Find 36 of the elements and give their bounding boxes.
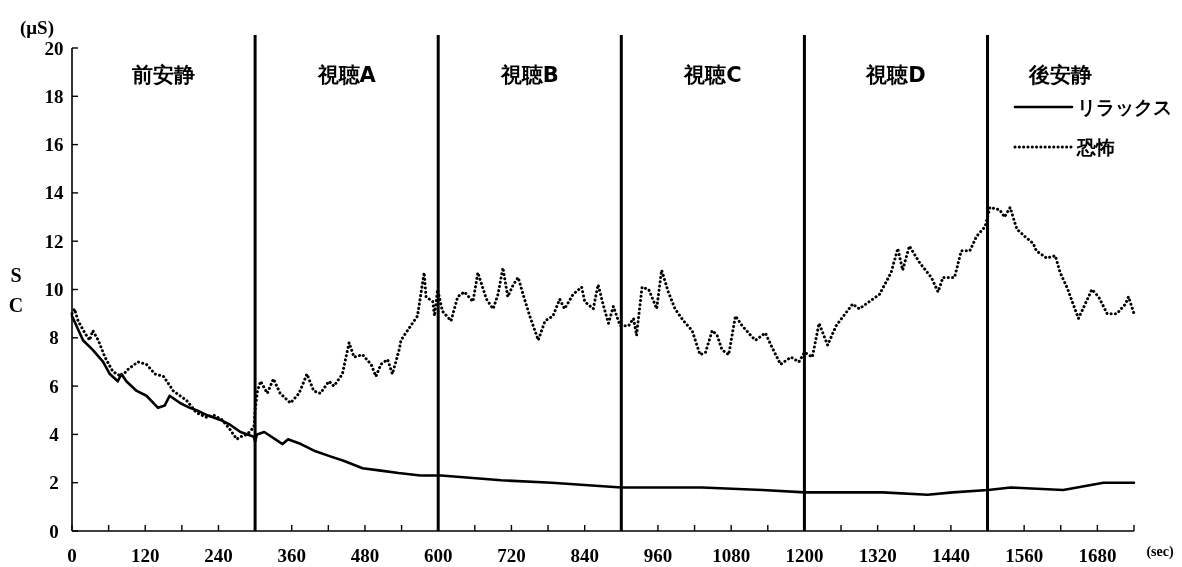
x-tick-label: 240 — [204, 544, 233, 566]
x-tick-label: 1680 — [1078, 544, 1117, 566]
x-tick-label: 600 — [423, 544, 453, 566]
x-tick-label: 1560 — [1005, 544, 1044, 566]
x-tick-label: 840 — [570, 544, 599, 566]
legend-label: 恐怖 — [1076, 136, 1115, 158]
x-tick-label: 1080 — [712, 544, 751, 566]
x-tick-label: 1200 — [785, 544, 824, 566]
y-tick-label: 4 — [49, 423, 60, 445]
x-tick-label: 480 — [350, 544, 380, 566]
y-tick-label: 18 — [44, 85, 64, 107]
y-tick-label: 6 — [49, 375, 59, 397]
y-tick-label: 10 — [44, 279, 64, 300]
y-tick-label: 16 — [44, 134, 64, 156]
annotation: 視聴A — [316, 63, 377, 87]
annotation: 後安静 — [1028, 63, 1093, 87]
x-tick-label: 360 — [277, 544, 306, 566]
x-axis-title: (sec) — [1146, 543, 1174, 560]
x-tick-label: 120 — [130, 544, 160, 566]
annotation: 前安静 — [131, 63, 196, 87]
legend-label: リラックス — [1077, 96, 1172, 118]
y-tick-label: 0 — [49, 520, 59, 542]
y-tick-label: 20 — [44, 37, 64, 59]
annotation: 視聴D — [865, 63, 926, 87]
x-tick-label: 960 — [643, 544, 673, 566]
y-tick-label: 2 — [49, 472, 59, 494]
annotation: 視聴B — [499, 63, 559, 87]
y-tick-label: 8 — [49, 327, 59, 349]
x-tick-label: 1440 — [931, 544, 970, 566]
x-tick-label: 1320 — [858, 544, 897, 566]
y-axis-title: SC — [8, 263, 24, 316]
text: (μS) — [20, 16, 54, 39]
x-tick-label: 720 — [497, 544, 526, 566]
annotation: 視聴C — [683, 63, 742, 87]
y-tick-label: 12 — [44, 230, 64, 252]
y-tick-label: 14 — [44, 182, 64, 204]
